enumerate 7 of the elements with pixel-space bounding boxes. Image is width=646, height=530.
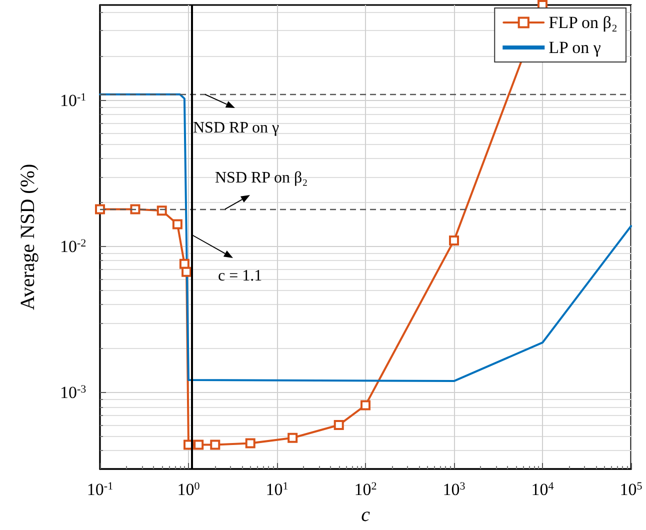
ref-line-label: c = 1.1 — [218, 268, 262, 284]
x-axis-title: c — [361, 504, 370, 526]
legend-label: LP on γ — [548, 38, 602, 57]
ref-line-label: NSD RP on γ — [193, 120, 280, 136]
ref-line-label: NSD RP on β₂ — [215, 170, 308, 186]
legend-label: FLP on β₂ — [548, 13, 618, 32]
y-axis-title: Average NSD (%) — [17, 164, 39, 310]
